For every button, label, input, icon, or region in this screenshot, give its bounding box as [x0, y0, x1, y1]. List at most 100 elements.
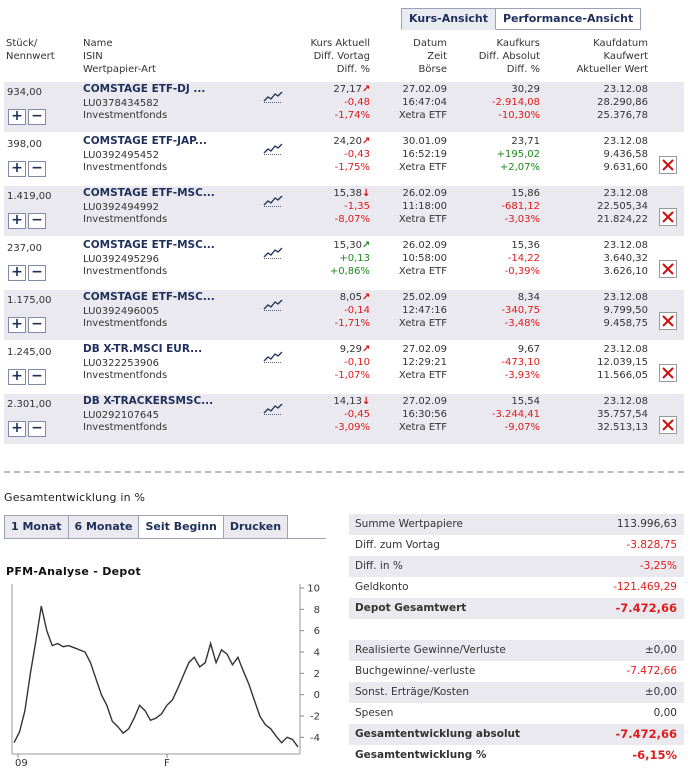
trend-down-icon: ↓	[362, 396, 371, 407]
security-name[interactable]: COMSTAGE ETF-JAP...	[83, 135, 207, 147]
security-type: Investmentfonds	[83, 162, 168, 173]
purchase-diff-percent: -0,39%	[504, 266, 540, 277]
quote-date: 26.02.09	[402, 240, 447, 251]
quote-date: 26.02.09	[402, 188, 447, 199]
summary-value: -7.472,66	[615, 727, 677, 741]
summary-value: ±0,00	[644, 644, 677, 656]
buy-button[interactable]: +	[8, 161, 26, 177]
buy-button[interactable]: +	[8, 421, 26, 437]
quote-date: 25.02.09	[402, 292, 447, 303]
diff-vortag: -0,48	[344, 97, 370, 108]
current-price: 8,05↗	[290, 292, 371, 304]
current-value: 21.824,22	[597, 214, 648, 225]
security-name[interactable]: DB X-TR.MSCI EUR...	[83, 343, 203, 355]
delete-position-button[interactable]	[659, 156, 677, 174]
exchange: Xetra ETF	[398, 162, 447, 173]
quantity-buttons: + −	[8, 369, 46, 385]
quote-time: 12:29:21	[402, 357, 447, 368]
sell-button[interactable]: −	[28, 213, 46, 229]
y-tick-label: -2	[310, 712, 320, 723]
purchase-value: 35.757,54	[597, 409, 648, 420]
delete-position-button[interactable]	[659, 260, 677, 278]
tab-6-monate[interactable]: 6 Monate	[68, 515, 140, 539]
isin: LU0392495452	[83, 150, 160, 161]
table-row: 934,00 COMSTAGE ETF-DJ ... LU0378434582 Inv…	[4, 82, 684, 132]
header-label: Name	[83, 38, 113, 49]
mini-chart-icon[interactable]	[263, 351, 283, 363]
delete-position-button[interactable]	[659, 312, 677, 330]
quantity: 2.301,00	[7, 399, 52, 410]
diff-percent: -1,71%	[334, 318, 370, 329]
buy-button[interactable]: +	[8, 369, 26, 385]
header-label: Aktueller Wert	[576, 64, 648, 75]
mini-chart-icon[interactable]	[263, 299, 283, 311]
security-name[interactable]: DB X-TRACKERSMSC...	[83, 395, 214, 407]
exchange: Xetra ETF	[398, 422, 447, 433]
security-type: Investmentfonds	[83, 318, 168, 329]
purchase-value: 9.436,58	[603, 149, 648, 160]
mini-chart-icon[interactable]	[263, 403, 283, 415]
header-kaufkurs: Kaufkurs Diff. Absolut Diff. %	[455, 37, 540, 76]
sell-button[interactable]: −	[28, 265, 46, 281]
current-price: 27,17↗	[290, 84, 370, 96]
tab-kurs-ansicht[interactable]: Kurs-Ansicht	[401, 8, 496, 30]
mini-chart-icon[interactable]	[263, 91, 283, 103]
security-name[interactable]: COMSTAGE ETF-DJ ...	[83, 83, 206, 95]
purchase-value: 12.039,15	[597, 357, 648, 368]
header-datum: Datum Zeit Börse	[390, 37, 447, 76]
buy-button[interactable]: +	[8, 265, 26, 281]
header-label: Diff. Vortag	[313, 51, 370, 62]
close-icon	[662, 367, 674, 379]
sell-button[interactable]: −	[28, 161, 46, 177]
delete-position-button[interactable]	[659, 364, 677, 382]
y-tick-label: 10	[307, 584, 320, 595]
table-row: 1.175,00 COMSTAGE ETF-MSC... LU0392496005 I…	[4, 290, 684, 340]
delete-position-button[interactable]	[659, 208, 677, 226]
header-qty: Stück/ Nennwert	[6, 37, 55, 63]
buy-button[interactable]: +	[8, 109, 26, 125]
purchase-price: 9,67	[517, 344, 540, 355]
quote-time: 10:58:00	[402, 253, 447, 264]
security-name[interactable]: COMSTAGE ETF-MSC...	[83, 291, 215, 303]
sell-button[interactable]: −	[28, 109, 46, 125]
summary-value: -3.828,75	[626, 539, 677, 551]
tab-1-monat[interactable]: 1 Monat	[4, 515, 69, 539]
purchase-price: 30,29	[511, 84, 540, 95]
sell-button[interactable]: −	[28, 421, 46, 437]
sell-button[interactable]: −	[28, 317, 46, 333]
summary-label: Buchgewinne/-verluste	[355, 665, 476, 677]
trend-up-icon: ↗	[362, 344, 371, 355]
diff-vortag: -0,43	[344, 149, 370, 160]
print-button[interactable]: Drucken	[223, 515, 289, 539]
header-label: Kaufkurs	[496, 38, 540, 49]
quote-time: 16:47:04	[402, 97, 447, 108]
quote-date: 27.02.09	[402, 344, 447, 355]
chart-panel	[4, 538, 326, 768]
price-value: 27,17	[333, 84, 362, 95]
security-name[interactable]: COMSTAGE ETF-MSC...	[83, 187, 215, 199]
diff-percent: -8,07%	[334, 214, 370, 225]
y-tick-label: -4	[310, 733, 320, 744]
delete-position-button[interactable]	[659, 416, 677, 434]
buy-button[interactable]: +	[8, 317, 26, 333]
performance-chart: 10 8 6 4 2 0 -2 -4 09 F	[11, 584, 320, 768]
close-icon	[662, 419, 674, 431]
tab-seit-beginn[interactable]: Seit Beginn	[139, 515, 224, 539]
table-row: 1.419,00 COMSTAGE ETF-MSC... LU0392494992 I…	[4, 186, 684, 236]
buy-button[interactable]: +	[8, 213, 26, 229]
quantity-buttons: + −	[8, 265, 46, 281]
header-kurs: Kurs Aktuell Diff. Vortag Diff. %	[290, 37, 371, 76]
tab-performance-ansicht[interactable]: Performance-Ansicht	[495, 8, 642, 30]
quote-date: 30.01.09	[402, 136, 447, 147]
purchase-date: 23.12.08	[603, 292, 648, 303]
y-tick-label: 0	[314, 690, 320, 701]
security-name[interactable]: COMSTAGE ETF-MSC...	[83, 239, 215, 251]
isin: LU0392494992	[83, 202, 160, 213]
mini-chart-icon[interactable]	[263, 195, 283, 207]
quantity-buttons: + −	[8, 213, 46, 229]
mini-chart-icon[interactable]	[263, 247, 283, 259]
mini-chart-icon[interactable]	[263, 143, 283, 155]
sell-button[interactable]: −	[28, 369, 46, 385]
trend-up-icon: ↗	[362, 240, 371, 251]
purchase-date: 23.12.08	[603, 188, 648, 199]
